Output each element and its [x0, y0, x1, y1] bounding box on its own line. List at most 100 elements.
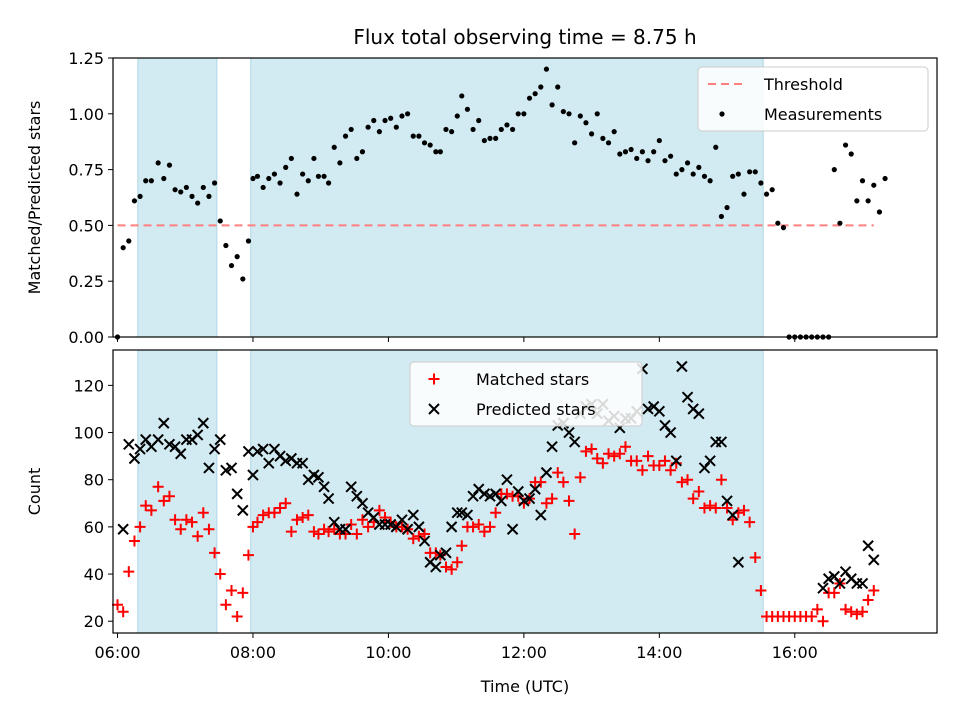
data-point — [359, 149, 366, 155]
data-point — [614, 448, 626, 460]
data-point — [682, 474, 694, 486]
data-point — [454, 113, 460, 119]
data-point — [563, 495, 575, 507]
data-point — [710, 502, 722, 514]
data-point — [628, 146, 634, 153]
data-point — [651, 149, 657, 155]
y-tick-label: 1.00 — [68, 105, 104, 124]
data-point — [214, 433, 226, 446]
data-point — [693, 486, 705, 497]
data-point — [195, 200, 201, 206]
data-point — [715, 474, 727, 486]
data-point — [780, 225, 787, 231]
data-point — [837, 220, 843, 226]
legend-marker — [428, 373, 440, 385]
data-point — [128, 452, 141, 465]
data-point — [189, 193, 195, 199]
data-point — [744, 516, 756, 528]
data-point — [631, 455, 643, 467]
data-point — [876, 209, 883, 215]
data-point — [549, 102, 555, 108]
data-point — [271, 171, 278, 177]
data-point — [245, 238, 252, 244]
data-point — [642, 450, 654, 462]
data-point — [882, 175, 888, 182]
legend-marker — [428, 403, 440, 415]
data-point — [859, 178, 866, 184]
data-point — [371, 117, 377, 124]
data-point — [180, 514, 192, 526]
data-point — [302, 509, 314, 521]
y-tick-label: 120 — [73, 376, 104, 395]
data-point — [707, 178, 713, 184]
data-point — [464, 106, 471, 112]
data-point — [145, 504, 157, 516]
data-point — [489, 488, 502, 500]
data-point — [112, 599, 124, 611]
data-point — [312, 471, 325, 484]
data-point — [698, 462, 711, 474]
data-point — [197, 507, 209, 519]
data-point — [297, 511, 309, 523]
data-point — [493, 135, 499, 141]
data-point — [481, 137, 487, 144]
legend-label: Predicted stars — [476, 400, 596, 419]
data-point — [322, 492, 335, 505]
data-point — [732, 556, 745, 568]
data-point — [446, 563, 458, 575]
data-point — [430, 561, 442, 573]
data-point — [211, 180, 218, 186]
data-point — [134, 443, 146, 455]
data-point — [529, 483, 541, 495]
data-point — [440, 561, 452, 573]
data-point — [388, 115, 394, 121]
x-axis-label: Time (UTC) — [480, 677, 569, 696]
data-point — [351, 490, 363, 502]
data-point — [515, 111, 521, 117]
data-point — [645, 158, 651, 164]
data-point — [315, 173, 322, 179]
data-point — [325, 180, 332, 186]
data-point — [268, 443, 281, 455]
data-point — [393, 124, 399, 130]
data-point — [611, 129, 617, 135]
data-point — [126, 238, 132, 244]
data-point — [862, 594, 874, 606]
data-point — [617, 151, 623, 157]
data-point — [478, 526, 490, 538]
shaded-interval-2 — [250, 57, 764, 338]
y-tick-label: 40 — [84, 565, 104, 584]
data-point — [155, 160, 161, 166]
data-point — [721, 502, 733, 514]
data-point — [540, 466, 553, 479]
data-point — [639, 149, 645, 155]
x-tick-label: 08:00 — [230, 643, 276, 662]
y-tick-label: 60 — [84, 518, 104, 537]
data-point — [862, 540, 874, 552]
chart-title: Flux total observing time = 8.75 h — [353, 25, 696, 49]
data-point — [247, 469, 259, 481]
data-point — [603, 448, 615, 460]
data-point — [521, 111, 527, 117]
plot-frame — [112, 57, 938, 338]
data-point — [237, 504, 249, 517]
data-point — [673, 171, 679, 177]
data-point — [687, 493, 699, 505]
data-point — [337, 160, 343, 166]
data-point — [318, 481, 330, 493]
data-point — [577, 113, 583, 119]
top-panel: 0.00 0.25 0.50 0.75 1.00 1.25 Matched/Predicte… — [25, 49, 938, 347]
data-point — [659, 419, 671, 432]
legend-label: Matched stars — [476, 370, 589, 389]
data-point — [817, 582, 829, 594]
data-point — [433, 149, 439, 155]
x-tick-label: 14:00 — [636, 643, 682, 662]
data-point — [231, 610, 243, 622]
data-point — [161, 175, 167, 182]
data-point — [206, 193, 212, 199]
data-point — [419, 528, 431, 540]
data-point — [755, 585, 767, 597]
data-point — [591, 452, 603, 464]
data-point — [608, 450, 620, 462]
